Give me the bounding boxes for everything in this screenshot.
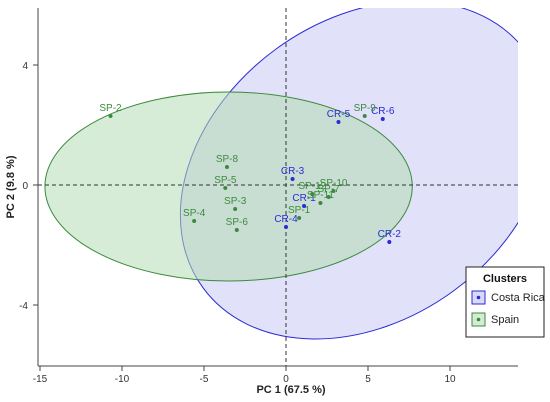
point-sp-6: [234, 228, 239, 232]
point-label-sp-9: SP-9: [354, 103, 377, 114]
y-tick-label: -4: [19, 301, 28, 312]
point-label-cr-6: CR-6: [371, 106, 395, 117]
point-sp-1: [297, 216, 302, 220]
point-sp-12: [310, 192, 315, 196]
axis-ticks: -15 -10 -5 0 5 10 -4 0 4: [19, 61, 456, 385]
point-sp-7: [326, 195, 331, 199]
point-cr-3: [290, 177, 295, 181]
y-tick-label: 4: [22, 61, 28, 72]
point-label-cr-1: CR-1: [292, 193, 316, 204]
point-label-sp-10: SP-10: [320, 178, 348, 189]
point-cr-4: [284, 225, 288, 229]
point-label-cr-5: CR-5: [327, 109, 351, 120]
point-label-sp-1: SP-1: [288, 205, 311, 216]
x-tick-label: -5: [200, 374, 209, 385]
point-sp-11: [318, 201, 323, 205]
point-label-sp-5: SP-5: [214, 175, 237, 186]
point-sp-5: [223, 186, 228, 190]
point-sp-9: [362, 114, 367, 118]
data-points: CR-1 CR-2 CR-3 CR-4 CR-5 CR-6 SP-1 SP-2 SP-3 SP-4…: [99, 103, 401, 244]
point-cr-1: [302, 204, 307, 208]
point-sp-10: [331, 189, 336, 193]
x-tick-label: 5: [365, 374, 371, 385]
point-label-cr-2: CR-2: [378, 229, 402, 240]
point-label-sp-12: SP-12: [298, 181, 326, 192]
point-cr-2: [387, 240, 392, 244]
x-tick-label: -15: [33, 374, 48, 385]
point-label-sp-2: SP-2: [99, 103, 122, 114]
point-label-cr-3: CR-3: [281, 166, 305, 177]
legend: Clusters Costa Rica Spain: [465, 266, 546, 338]
ellipse-spain: [44, 91, 413, 282]
x-tick-label: 0: [283, 374, 289, 385]
point-sp-2: [108, 114, 113, 118]
legend-label-costa-rica: Costa Rica: [491, 292, 546, 304]
point-label-sp-7: SP-7: [318, 184, 341, 195]
y-axis-title: PC 2 (9.8 %): [5, 155, 17, 218]
point-label-sp-6: SP-6: [226, 217, 249, 228]
point-label-sp-3: SP-3: [224, 196, 247, 207]
point-sp-8: [224, 165, 229, 169]
point-label-sp-8: SP-8: [216, 154, 239, 165]
x-tick-label: 10: [444, 374, 456, 385]
point-label-cr-4: CR-4: [274, 214, 298, 225]
x-tick-label: -10: [115, 374, 130, 385]
point-cr-6: [380, 117, 385, 121]
point-sp-4: [192, 219, 197, 223]
legend-marker-costa-rica: [476, 295, 481, 300]
legend-entry-costa-rica: Costa Rica: [471, 290, 546, 305]
point-cr-5: [336, 120, 341, 124]
point-sp-3: [233, 207, 238, 211]
legend-label-spain: Spain: [491, 314, 519, 326]
legend-entry-spain: Spain: [471, 312, 519, 327]
point-label-sp-11: SP-11: [307, 190, 334, 201]
x-axis-title: PC 1 (67.5 %): [256, 384, 325, 396]
point-label-sp-4: SP-4: [183, 208, 206, 219]
legend-marker-spain: [476, 317, 481, 322]
confidence-ellipses: [44, 8, 518, 340]
y-tick-label: 0: [22, 181, 28, 192]
legend-title: Clusters: [483, 273, 527, 285]
